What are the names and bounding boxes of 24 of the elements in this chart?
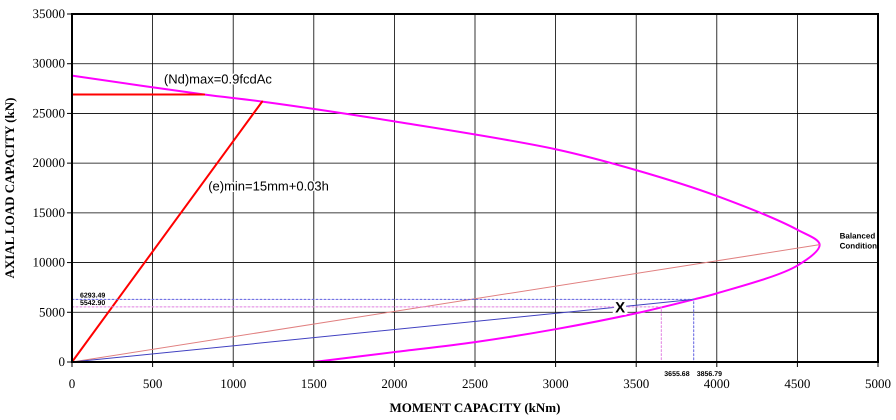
annotation: X — [615, 299, 626, 316]
x-axis-title: MOMENT CAPACITY (kNm) — [390, 400, 560, 415]
annotation: Balanced Condition — [840, 232, 878, 250]
x-tick-label: 2000 — [381, 376, 408, 391]
y-tick-label: 0 — [58, 354, 65, 369]
y-tick-label: 15000 — [32, 204, 65, 220]
x-tick-label: 3000 — [542, 376, 569, 391]
x-tick-label: 4500 — [784, 376, 810, 391]
y-tick-label: 5000 — [39, 304, 65, 320]
x-tick-label: 500 — [142, 376, 162, 391]
y-tick-label: 35000 — [32, 6, 65, 21]
x-tick-label: 4000 — [704, 376, 730, 391]
y-tick-label: 10000 — [32, 254, 65, 270]
y-tick-label: 30000 — [32, 56, 65, 71]
x-tick-label: 0 — [68, 376, 76, 391]
x-tick-label: 3500 — [623, 376, 650, 391]
x-tick-label: 1500 — [300, 376, 327, 391]
x-tick-label: 5000 — [865, 376, 891, 391]
y-axis-title: AXIAL LOAD CAPACITY (kN) — [2, 98, 17, 278]
line-series — [71, 74, 821, 363]
x-tick-label: 1000 — [220, 376, 246, 391]
x-tick-label: 2500 — [462, 376, 488, 391]
y-tick-label: 25000 — [32, 105, 65, 120]
y-tick-label: 20000 — [32, 155, 65, 170]
